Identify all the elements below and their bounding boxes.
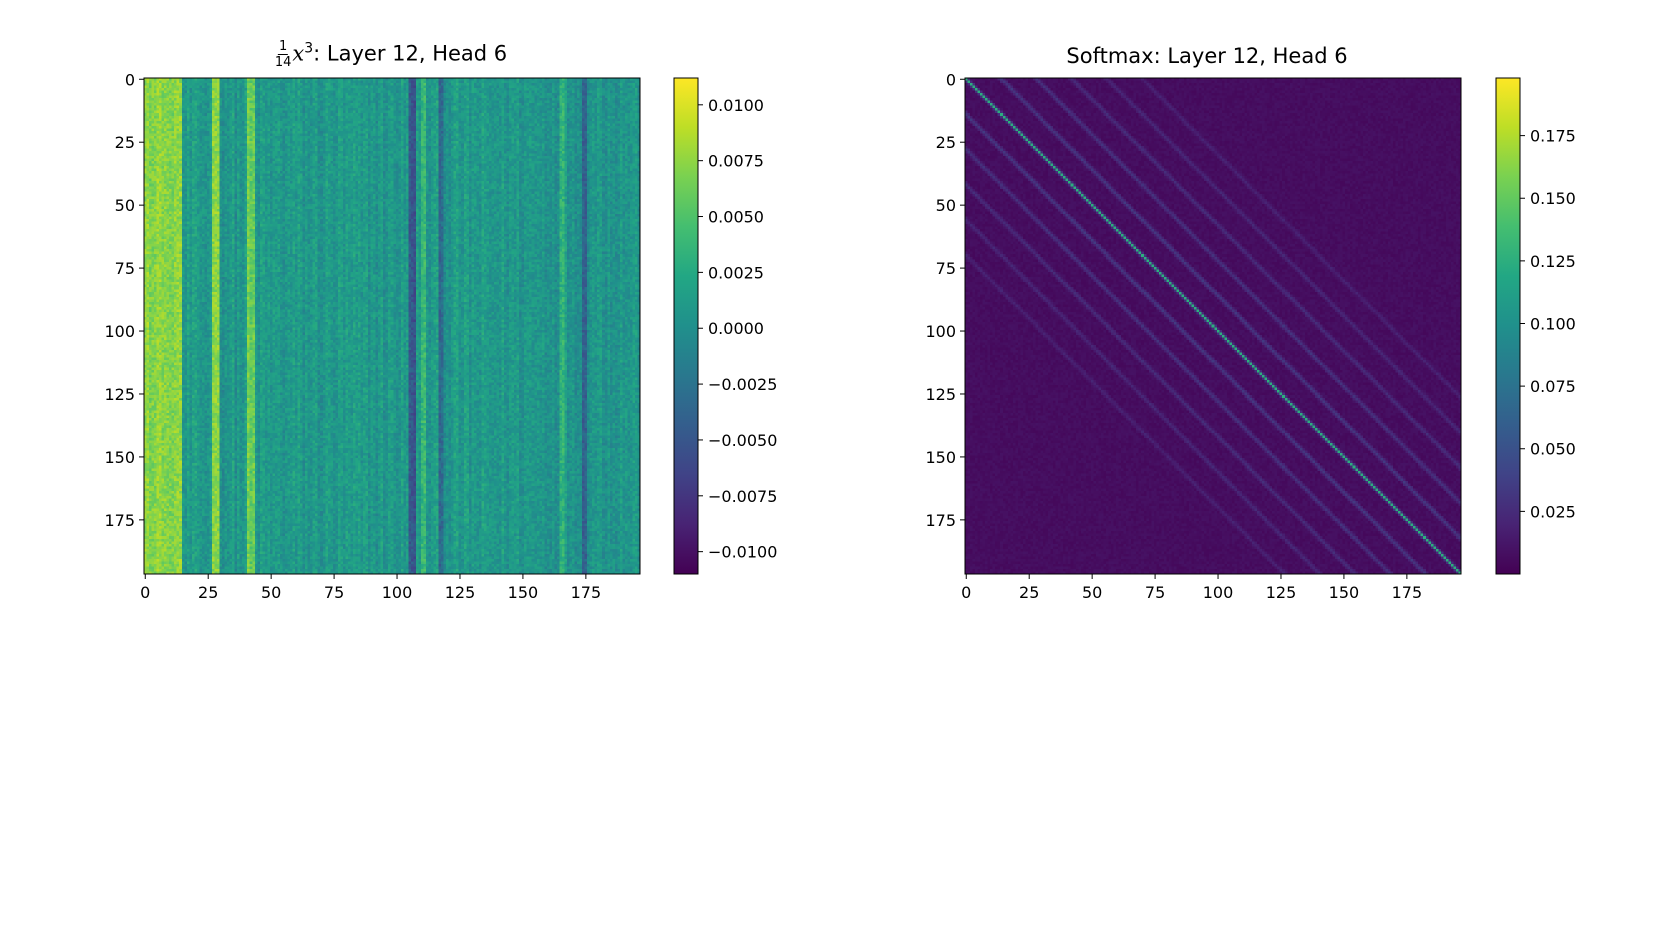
y-tick-label: 0 bbox=[125, 70, 135, 89]
colorbar-tick-label: 0.050 bbox=[1530, 440, 1576, 459]
x-tick-label: 75 bbox=[324, 583, 344, 602]
x-tick-label: 175 bbox=[1392, 583, 1423, 602]
heatmap-panel-cubic: 0 25 50 75 100 125 150 175 0 25 50 75 100 125 150 175 0.… bbox=[104, 70, 777, 602]
y-tick-label: 125 bbox=[104, 385, 135, 404]
x-tick-label: 125 bbox=[1266, 583, 1297, 602]
y-tick-label: 0 bbox=[946, 70, 956, 89]
colorbar-tick-label: 0.0000 bbox=[708, 319, 764, 338]
x-tick-label: 175 bbox=[571, 583, 602, 602]
y-tick-label: 75 bbox=[115, 259, 135, 278]
colorbar-tick-label: −0.0075 bbox=[708, 487, 777, 506]
colorbar-tick-label: 0.0050 bbox=[708, 208, 764, 227]
title-fraction-numerator: 1 bbox=[277, 39, 289, 55]
y-tick-label: 75 bbox=[936, 259, 956, 278]
chart-title-cubic: 1 14 x3: Layer 12, Head 6 bbox=[275, 40, 507, 69]
x-tick-label: 150 bbox=[508, 583, 539, 602]
x-tick-label: 25 bbox=[1019, 583, 1039, 602]
plot-frame bbox=[964, 77, 1462, 575]
colorbar-tick-label: −0.0025 bbox=[708, 375, 777, 394]
colorbar-tick-label: 0.025 bbox=[1530, 502, 1576, 521]
colorbar-tick-label: 0.175 bbox=[1530, 127, 1576, 146]
y-tick-label: 50 bbox=[115, 196, 135, 215]
colorbar bbox=[673, 77, 699, 575]
y-tick-label: 150 bbox=[925, 448, 956, 467]
heatmap-panel-softmax: 0 25 50 75 100 125 150 175 0 25 50 75 100 125 150 175 0.… bbox=[925, 70, 1575, 602]
y-tick-label: 100 bbox=[925, 322, 956, 341]
x-tick-label: 50 bbox=[261, 583, 281, 602]
x-tick-label: 150 bbox=[1329, 583, 1360, 602]
x-tick-label: 50 bbox=[1082, 583, 1102, 602]
title-fraction-denominator: 14 bbox=[274, 55, 292, 70]
x-tick-label: 0 bbox=[140, 583, 150, 602]
x-tick-label: 75 bbox=[1145, 583, 1165, 602]
colorbar-tick-label: 0.150 bbox=[1530, 189, 1576, 208]
colorbar bbox=[1495, 77, 1521, 575]
colorbar-tick-label: 0.125 bbox=[1530, 252, 1576, 271]
x-tick-label: 125 bbox=[445, 583, 476, 602]
colorbar-tick-label: 0.0025 bbox=[708, 263, 764, 282]
x-tick-label: 100 bbox=[1203, 583, 1234, 602]
colorbar-tick-label: 0.075 bbox=[1530, 377, 1576, 396]
y-tick-label: 100 bbox=[104, 322, 135, 341]
y-tick-label: 25 bbox=[115, 133, 135, 152]
heatmap-image bbox=[965, 78, 1461, 574]
plot-frame bbox=[143, 77, 641, 575]
y-tick-label: 150 bbox=[104, 448, 135, 467]
colorbar-tick-label: −0.0100 bbox=[708, 543, 777, 562]
colorbar-tick-label: −0.0050 bbox=[708, 431, 777, 450]
y-tick-label: 125 bbox=[925, 385, 956, 404]
x-tick-label: 25 bbox=[198, 583, 218, 602]
title-variable: x bbox=[292, 41, 305, 66]
y-tick-label: 50 bbox=[936, 196, 956, 215]
y-tick-label: 175 bbox=[925, 511, 956, 530]
colorbar-tick-label: 0.0100 bbox=[708, 96, 764, 115]
y-tick-label: 25 bbox=[936, 133, 956, 152]
colorbar-tick-label: 0.100 bbox=[1530, 314, 1576, 333]
y-tick-label: 175 bbox=[104, 511, 135, 530]
x-tick-label: 100 bbox=[382, 583, 413, 602]
heatmap-image bbox=[144, 78, 640, 574]
x-tick-label: 0 bbox=[961, 583, 971, 602]
colorbar-tick-label: 0.0075 bbox=[708, 152, 764, 171]
chart-title-softmax: Softmax: Layer 12, Head 6 bbox=[1066, 44, 1348, 68]
title-text: : Layer 12, Head 6 bbox=[313, 41, 508, 66]
title-exponent: 3 bbox=[304, 40, 314, 57]
